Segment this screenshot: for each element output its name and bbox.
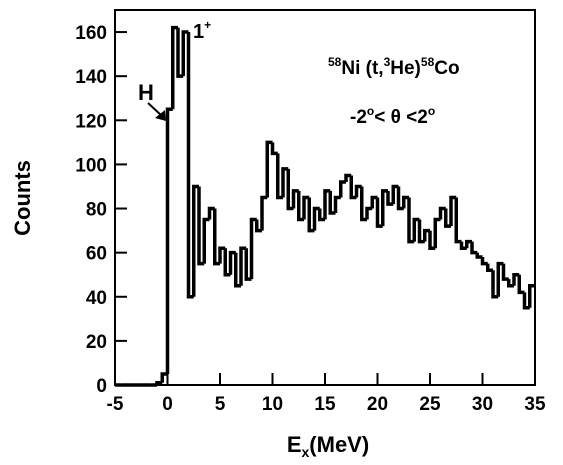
angle-text: -2 <box>350 107 367 128</box>
reaction-sup: 58 <box>421 55 435 69</box>
peak-text: 1 <box>193 21 204 43</box>
y-tick-label: 0 <box>96 376 107 397</box>
x-tick-label: 35 <box>524 394 546 415</box>
x-tick-label: 30 <box>472 394 493 415</box>
peak-sup: + <box>204 18 211 32</box>
x-label-sub: x <box>302 444 310 460</box>
marker-arrowhead <box>155 110 166 121</box>
histogram-bin <box>386 190 394 206</box>
y-tick-label: 140 <box>75 67 107 88</box>
histogram-bin <box>202 217 210 264</box>
histogram-bin <box>239 246 247 286</box>
reaction-sup: 3 <box>384 55 391 69</box>
angle-label: -2o< θ <2o <box>350 104 435 128</box>
x-label-unit: (MeV) <box>309 432 369 457</box>
histogram-bin <box>186 32 194 299</box>
histogram-bin <box>270 142 278 156</box>
histogram-bin <box>323 189 331 220</box>
histogram-bin <box>297 190 304 222</box>
histogram-bin <box>360 186 367 222</box>
x-tick-label: -5 <box>107 394 124 415</box>
x-tick-label: 10 <box>262 394 283 415</box>
y-tick-label: 100 <box>75 155 107 176</box>
y-tick-label: 160 <box>75 23 107 44</box>
histogram-bin <box>181 30 189 77</box>
histogram-bin <box>517 274 525 295</box>
histogram-bin <box>417 219 425 244</box>
peak-label: 1+ <box>193 18 211 43</box>
marker-label: H <box>138 80 154 105</box>
histogram-bin <box>423 228 430 242</box>
x-tick-label: 15 <box>314 394 336 415</box>
histogram-bin <box>333 195 341 213</box>
y-tick-label: 40 <box>86 288 107 309</box>
histogram-bin <box>223 248 231 277</box>
histogram-bin <box>407 197 415 244</box>
x-tick-label: 0 <box>162 394 173 415</box>
histogram-bin <box>218 246 226 264</box>
histogram-bin <box>344 173 352 183</box>
y-tick-label: 120 <box>75 111 107 132</box>
y-axis-label: Counts <box>10 160 35 236</box>
histogram-bin <box>318 208 325 222</box>
x-tick-label: 25 <box>419 394 441 415</box>
reaction-label: 58Ni (t,3He)58Co <box>328 55 460 79</box>
histogram-bin <box>470 241 478 255</box>
histogram-bin <box>480 257 488 266</box>
histogram-bin <box>454 197 462 244</box>
angle-sup: o <box>428 104 435 118</box>
histogram-bin <box>496 261 504 297</box>
histogram-bin <box>475 252 483 259</box>
y-tick-label: 80 <box>86 200 107 221</box>
histogram-bin <box>260 195 268 231</box>
angle-sup: o <box>367 104 374 118</box>
histogram-bin <box>176 27 184 78</box>
histogram-bin <box>433 217 441 249</box>
histogram-bin <box>528 283 535 308</box>
histogram-bin <box>160 372 168 383</box>
x-tick-label: 20 <box>367 394 388 415</box>
histogram-bin <box>312 206 320 231</box>
x-axis-label: Ex(MeV) <box>287 432 369 460</box>
histogram-bin <box>491 270 499 299</box>
marker-arrow <box>147 102 163 117</box>
histogram-bin <box>291 189 299 209</box>
x-tick-label: 5 <box>215 394 226 415</box>
histogram-bin <box>165 107 173 374</box>
histogram-bin <box>365 206 373 220</box>
histogram-bin <box>339 180 346 198</box>
histogram-bin <box>228 250 236 275</box>
reaction-text: Co <box>434 58 459 79</box>
x-label-main: E <box>287 432 302 457</box>
histogram-bin <box>244 248 252 281</box>
histogram-bin <box>207 206 215 220</box>
y-tick-label: 60 <box>86 244 107 265</box>
histogram-bin <box>486 263 493 273</box>
histogram-bin <box>501 263 509 281</box>
reaction-sup: 58 <box>328 55 342 69</box>
reaction-text: Ni (t, <box>341 58 383 79</box>
angle-text: < θ <2 <box>374 107 428 128</box>
y-tick-label: 20 <box>86 332 107 353</box>
histogram-bin <box>381 189 388 227</box>
reaction-text: He) <box>390 58 421 79</box>
histogram-bin <box>438 206 446 220</box>
